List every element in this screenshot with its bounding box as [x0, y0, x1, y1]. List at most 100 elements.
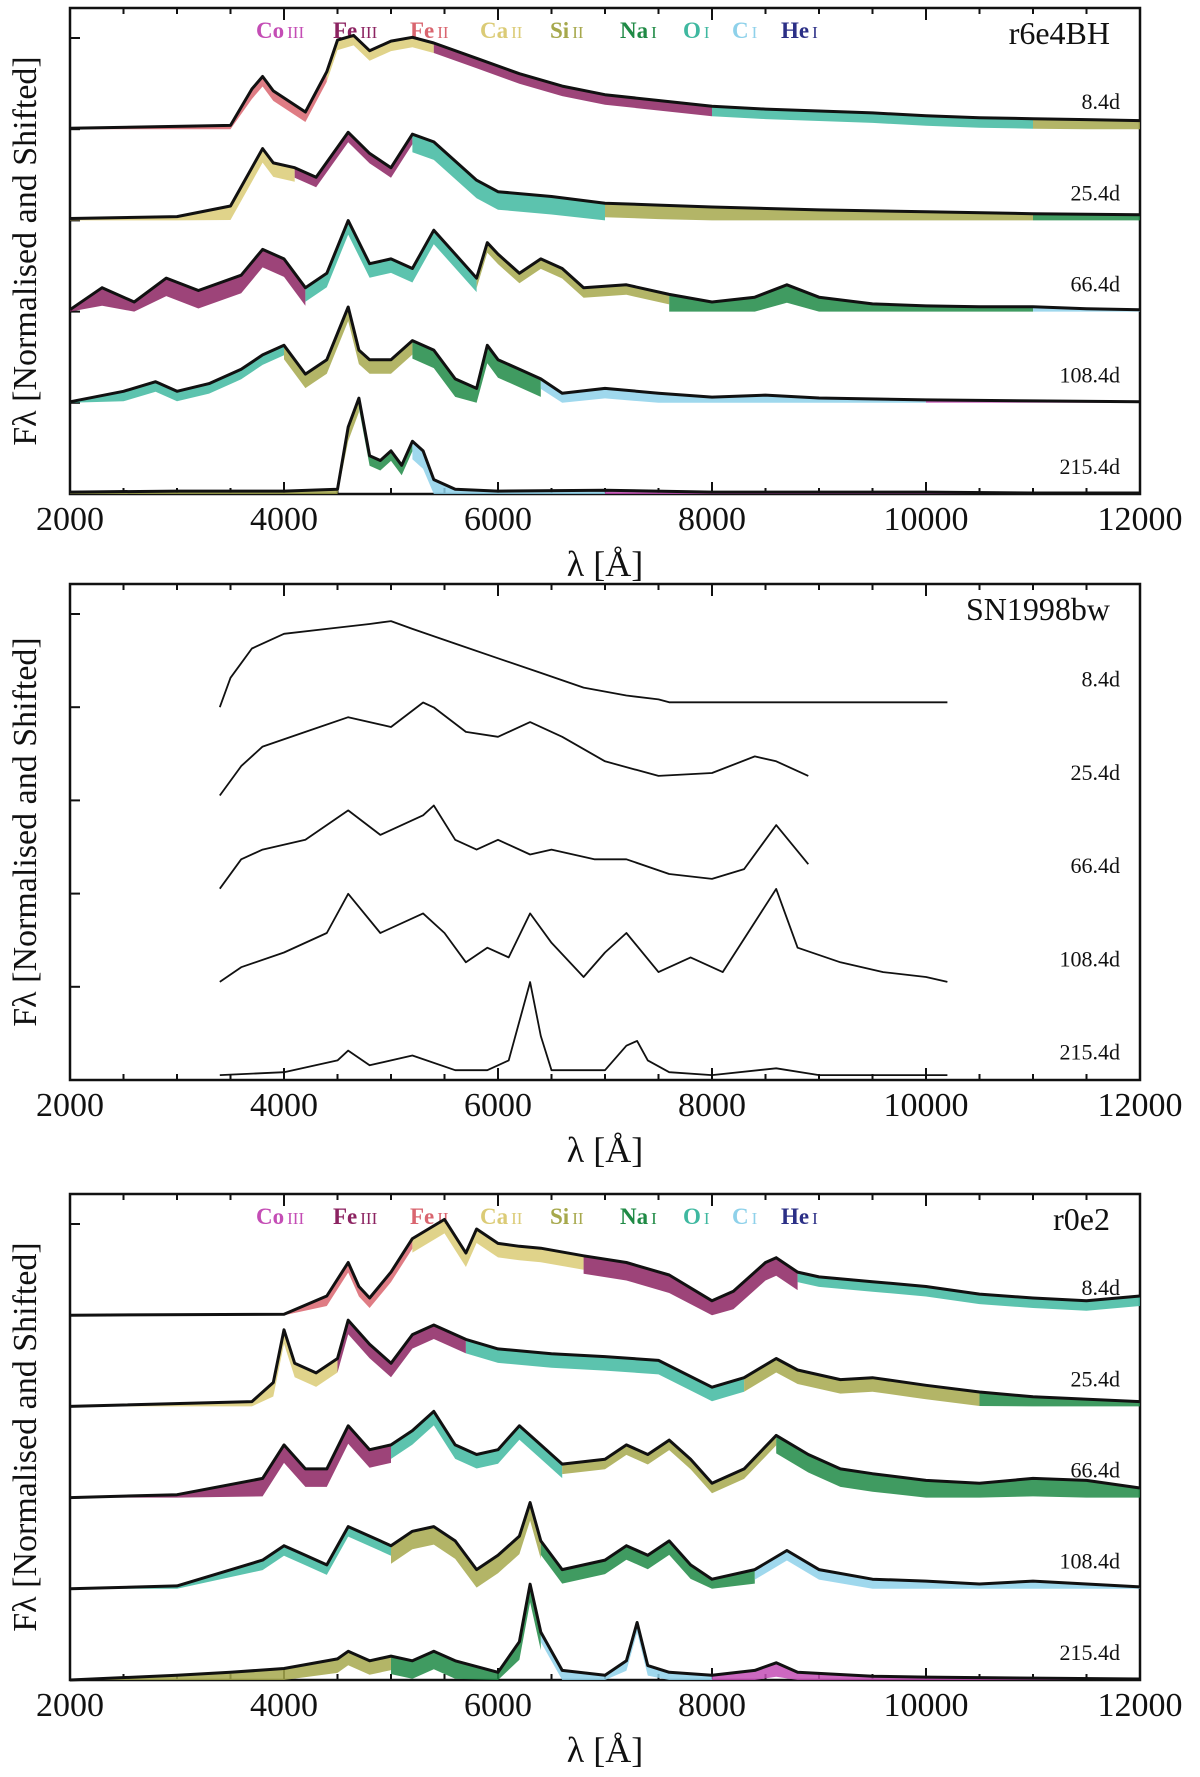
- epoch-label: 215.4d: [1060, 1640, 1121, 1665]
- spectrum-line-66.4d: [219, 804, 809, 890]
- ion-contribution-fill: [540, 1540, 755, 1589]
- ion-contribution-fill: [70, 71, 327, 130]
- plot-frame: [68, 582, 1142, 1082]
- x-tick-label: 12000: [1098, 501, 1183, 538]
- ion-contribution-fill: [754, 1550, 1140, 1589]
- x-tick-label: 6000: [464, 1687, 532, 1724]
- y-axis-label: Fλ [Normalised and Shifted]: [7, 1242, 44, 1631]
- model-title: SN1998bw: [966, 591, 1110, 627]
- epoch-label: 8.4d: [1082, 1275, 1121, 1300]
- x-tick-label: 6000: [464, 1087, 532, 1124]
- spectrum-line-108.4d: [69, 1501, 1141, 1591]
- chart-panel-3: 2000 4000 6000 8000 10000 12000 λ [Å] Fλ [Norma…: [7, 1192, 1183, 1770]
- y-axis-label: Fλ [Normalised and Shifted]: [7, 56, 44, 445]
- epoch-label: 108.4d: [1060, 363, 1121, 388]
- plot-frame: [68, 6, 1142, 496]
- epoch-label: 215.4d: [1060, 454, 1121, 479]
- spectrum-line-25.4d: [219, 701, 809, 797]
- legend-entry: Si II: [550, 18, 584, 43]
- epoch-label: 25.4d: [1071, 760, 1121, 785]
- spectrum-line-108.4d: [69, 305, 1141, 404]
- epoch-label: 66.4d: [1071, 272, 1121, 297]
- ion-contribution-fill: [70, 398, 359, 494]
- ion-contribution-fill: [540, 378, 926, 403]
- x-axis-label: λ [Å]: [567, 544, 643, 584]
- y-axis-label: Fλ [Normalised and Shifted]: [7, 637, 44, 1026]
- spectrum-line-215.4d: [69, 396, 1140, 495]
- model-title: r6e4BH: [1009, 15, 1110, 51]
- ion-contribution-fill: [70, 249, 306, 312]
- ion-contribution-fill: [412, 134, 605, 221]
- epoch-label: 108.4d: [1060, 1549, 1121, 1574]
- ion-contribution-fill: [70, 148, 295, 221]
- x-axis-label: λ [Å]: [567, 1130, 643, 1170]
- ion-contribution-fill: [70, 1425, 391, 1498]
- ion-contribution-fill: [476, 242, 670, 305]
- x-tick-label: 2000: [36, 1087, 104, 1124]
- legend-entry: Ca II: [480, 1204, 523, 1229]
- spectrum-line-215.4d: [219, 981, 948, 1076]
- epoch-label: 66.4d: [1071, 853, 1121, 878]
- legend-entry: Na I: [620, 18, 657, 43]
- legend-entry: Ca II: [480, 18, 523, 43]
- x-tick-label: 12000: [1098, 1087, 1183, 1124]
- ion-contribution-fill: [326, 35, 434, 82]
- ion-contribution-fill: [797, 1272, 1140, 1311]
- chart-panel-1: 2000 4000 6000 8000 10000 12000 λ [Å] Fλ [Norma…: [7, 6, 1183, 584]
- legend-entry: Co III: [256, 18, 304, 43]
- legend-entry: He I: [781, 1204, 818, 1229]
- x-tick-label: 8000: [678, 1087, 746, 1124]
- x-axis-label: λ [Å]: [567, 1730, 643, 1770]
- spectrum-line-108.4d: [219, 888, 948, 983]
- epoch-label: 25.4d: [1071, 180, 1121, 205]
- epoch-label: 215.4d: [1060, 1039, 1121, 1064]
- epoch-label: 8.4d: [1082, 89, 1121, 114]
- legend-entry: Na I: [620, 1204, 657, 1229]
- spectrum-line-66.4d: [69, 1409, 1141, 1500]
- ion-contribution-fill: [294, 132, 413, 188]
- spectrum-line-25.4d: [69, 1318, 1141, 1408]
- ion-contribution-fill: [669, 284, 1033, 312]
- ion-contribution-fill: [284, 307, 413, 389]
- ion-contribution-fill: [391, 1411, 563, 1479]
- x-tick-label: 4000: [250, 501, 318, 538]
- x-tick-label: 10000: [884, 1687, 969, 1724]
- chart-panel-2: 2000 4000 6000 8000 10000 12000 λ [Å] Fλ [Norma…: [7, 582, 1183, 1170]
- x-tick-label: 12000: [1098, 1687, 1183, 1724]
- epoch-label: 66.4d: [1071, 1458, 1121, 1483]
- ion-contribution-fill: [412, 441, 605, 494]
- legend-entry: He I: [781, 18, 818, 43]
- legend-entry: Si II: [550, 1204, 584, 1229]
- legend-entry: Co III: [256, 1204, 304, 1229]
- spectrum-line-8.4d: [69, 1217, 1141, 1317]
- x-tick-label: 4000: [250, 1687, 318, 1724]
- ion-contribution-fill: [337, 1320, 466, 1378]
- ion-contribution-fill: [305, 220, 477, 302]
- ion-contribution-fill: [712, 1662, 1140, 1680]
- ion-contribution-fill: [70, 1651, 391, 1680]
- x-tick-label: 10000: [884, 1087, 969, 1124]
- ion-contribution-fill: [358, 398, 413, 476]
- x-tick-label: 2000: [36, 501, 104, 538]
- x-tick-label: 8000: [678, 501, 746, 538]
- x-tick-label: 4000: [250, 1087, 318, 1124]
- ion-contribution-fill: [465, 1339, 745, 1402]
- spectrum-line-215.4d: [69, 1582, 1141, 1682]
- model-title: r0e2: [1053, 1201, 1110, 1237]
- ion-contribution-fill: [391, 1584, 541, 1680]
- ion-contribution-fill: [712, 106, 1033, 129]
- spectrum-line-8.4d: [218, 620, 948, 708]
- ion-contribution-fill: [562, 1435, 777, 1494]
- spectrum-line-66.4d: [69, 219, 1141, 312]
- ion-contribution-fill: [391, 1502, 541, 1588]
- epoch-label: 25.4d: [1071, 1366, 1121, 1391]
- spectrum-line-25.4d: [69, 130, 1141, 220]
- x-tick-label: 2000: [36, 1687, 104, 1724]
- ion-contribution-fill: [70, 1329, 338, 1407]
- x-tick-label: 10000: [884, 501, 969, 538]
